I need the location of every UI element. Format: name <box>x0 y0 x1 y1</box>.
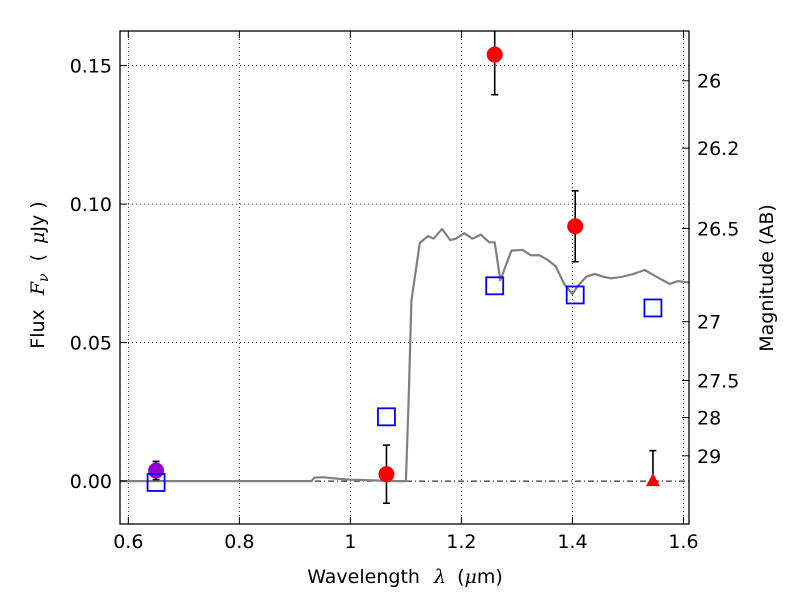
square-marker <box>565 285 585 305</box>
data-point-observed_red-1 <box>486 31 503 96</box>
circle-marker <box>148 462 165 479</box>
data-point-observed_red-0 <box>378 444 395 505</box>
y-tick-label: 0.10 <box>70 194 112 216</box>
circle-marker <box>567 218 584 235</box>
x-axis-label: Wavelength λ (μm) <box>307 566 503 588</box>
y2-tick-label: 26 <box>697 71 721 93</box>
circle-marker <box>486 46 503 63</box>
data-point-model_photometry-2 <box>485 276 505 296</box>
x-tick-label: 1.4 <box>557 531 587 553</box>
plot-area <box>120 31 689 505</box>
data-point-model_photometry-1 <box>377 407 396 427</box>
x-tick-label: 0.8 <box>224 531 254 553</box>
axis-ticks <box>120 31 689 524</box>
y2-tick-label: 27 <box>697 312 721 334</box>
circle-marker <box>378 466 395 483</box>
y-tick-label: 0.15 <box>70 56 112 78</box>
y2-tick-label: 26.2 <box>697 138 739 160</box>
data-point-upper_limit-0 <box>645 449 660 487</box>
data-point-observed_red-2 <box>567 190 584 263</box>
x-tick-label: 1 <box>344 531 356 553</box>
x-tick-label: 1.6 <box>668 531 698 553</box>
data-point-model_photometry-4 <box>643 298 663 318</box>
square-marker <box>643 298 663 318</box>
square-marker <box>377 407 396 427</box>
y2-tick-label: 28 <box>697 408 721 430</box>
triangle-marker <box>645 473 660 487</box>
y-tick-label: 0.00 <box>70 471 112 493</box>
y-axis-label: Flux Fν ( μJy ) <box>27 201 53 348</box>
x-tick-label: 1.2 <box>446 531 476 553</box>
data-point-model_photometry-3 <box>565 285 585 305</box>
y2-axis-label: Magnitude (AB) <box>756 204 778 352</box>
y2-tick-label: 27.5 <box>697 371 739 393</box>
data-point-model_photometry-0 <box>146 473 166 492</box>
x-tick-label: 0.6 <box>113 531 143 553</box>
square-marker <box>146 473 166 492</box>
grid-lines <box>120 31 689 524</box>
y2-tick-label: 29 <box>697 446 721 468</box>
square-marker <box>485 276 505 296</box>
y-tick-label: 0.05 <box>70 333 112 355</box>
plot-frame <box>119 30 690 525</box>
tick-labels: 0.6 0.8 1 1.2 1.4 1.6 0.00 0.05 0.10 0.15 26 26.2 26… <box>70 56 740 553</box>
series-line-model_spectrum <box>120 227 689 483</box>
y2-tick-label: 26.5 <box>697 218 739 240</box>
